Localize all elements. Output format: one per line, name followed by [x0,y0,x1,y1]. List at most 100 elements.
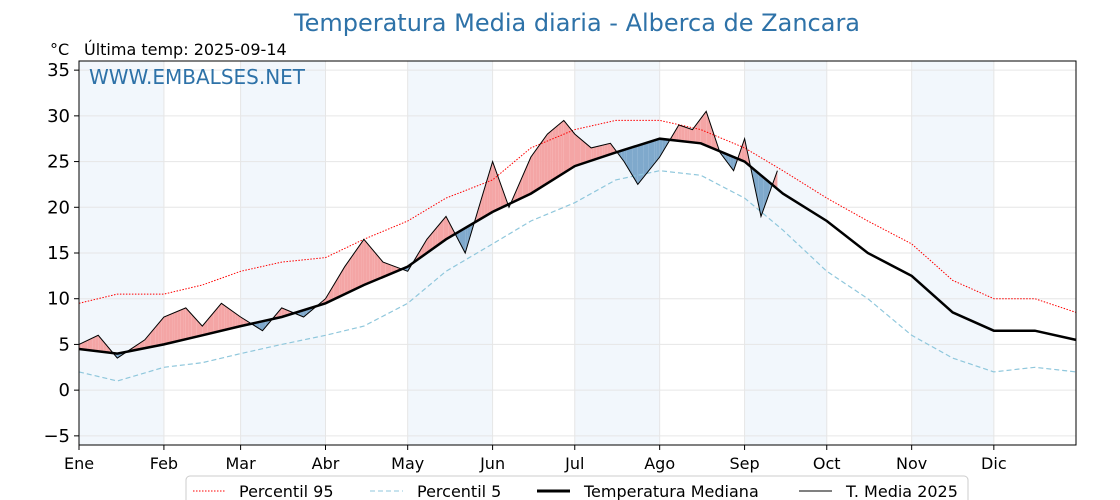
series-line-percentil-5 [78,170,1077,382]
last-temp-label: Última temp: 2025-09-14 [84,40,287,59]
fill-above-median [489,161,493,214]
y-tick-label: −5 [43,426,70,447]
y-tick-label: 35 [47,60,70,81]
y-tick-label: 15 [47,243,70,264]
fill-above-median [163,315,167,345]
series-line-t-media-2025 [78,110,778,359]
fill-above-median [150,330,153,348]
fill-above-median [577,136,581,166]
fill-above-median [224,305,227,331]
fill-above-median [336,275,340,299]
fill-below-median [467,224,471,244]
fill-above-median [235,313,238,328]
fill-above-median [158,320,162,346]
fill-above-median [484,179,488,217]
fill-above-median [681,125,685,142]
fill-above-median [183,307,186,340]
fill-above-median [774,170,778,189]
fill-below-median [629,147,633,176]
y-tick-label: 20 [47,197,70,218]
fill-below-median [656,138,660,161]
fill-above-median [602,144,605,157]
fill-below-median [637,144,641,185]
fill-above-median [544,134,548,185]
x-axis-ticks: Ene Feb Mar Abr May Jun Jul Ago Sep Oct Nov Dic [64,445,1007,473]
y-tick-label: 0 [59,380,70,401]
y-axis-ticks: −5 0 5 10 15 20 25 30 35 [43,60,79,447]
fill-above-median [172,312,175,343]
fill-above-median [87,339,90,351]
fill-above-median [429,232,433,251]
fill-below-median [725,153,729,164]
fill-above-median [180,309,184,341]
legend-label-p95: Percentil 95 [239,482,334,500]
fill-above-median [530,153,534,194]
fill-above-median [478,198,482,220]
fill-above-median [207,316,211,334]
fill-above-median [706,111,709,147]
fill-below-median [643,143,646,178]
fill-above-median [563,120,567,173]
fill-above-median [218,303,222,332]
legend-label-p5: Percentil 5 [417,482,501,500]
fill-above-median [276,311,279,319]
fill-above-median [166,314,170,344]
fill-above-median [566,123,570,172]
fill-above-median [237,315,241,327]
fill-above-median [580,138,583,165]
fill-above-median [744,138,748,164]
fill-above-median [522,169,526,198]
fill-above-median [495,169,499,211]
fill-above-median [226,307,230,330]
fill-above-median [503,192,507,207]
fill-above-median [514,188,518,202]
fill-above-median [561,120,564,175]
legend-label-current: T. Media 2025 [845,482,958,500]
fill-above-median [741,138,745,162]
fill-above-median [703,111,707,146]
fill-above-median [528,157,531,195]
fill-below-median [265,320,268,328]
chart-title: Temperatura Media diaria - Alberca de Za… [293,9,860,37]
fill-above-median [698,118,701,144]
fill-below-median [654,139,657,164]
series-line-percentil-95 [78,119,1077,313]
fill-above-median [550,129,553,182]
x-tick-label: Abr [312,454,340,473]
fill-above-median [421,243,425,257]
x-tick-label: Dic [981,454,1007,473]
fill-above-median [593,146,597,160]
fill-above-median [366,242,370,284]
fill-below-median [462,228,466,253]
fill-below-median [662,139,666,153]
fill-above-median [169,313,173,344]
fill-above-median [328,289,331,302]
x-tick-label: Jul [564,454,584,473]
fill-below-median [259,321,263,331]
fill-above-median [541,138,545,187]
fill-above-median [153,326,156,347]
fill-below-median [632,146,635,180]
fill-above-median [341,266,345,296]
fill-above-median [347,258,351,293]
fill-above-median [533,149,537,192]
fill-above-median [196,320,200,337]
fill-above-median [435,226,438,248]
fill-above-median [161,317,164,345]
fill-below-median [640,143,644,181]
fill-above-median [358,243,362,288]
fill-above-median [385,263,389,276]
fill-above-median [695,122,698,143]
fill-above-median [687,127,690,143]
fill-above-median [221,303,225,331]
unit-label: °C [50,40,69,59]
watermark: WWW.EMBALSES.NET [89,65,306,89]
x-tick-label: Mar [226,454,257,473]
y-tick-label: 25 [47,152,70,173]
legend-label-median: Temperatura Mediana [583,482,759,500]
x-tick-label: Jun [479,454,505,473]
fill-above-median [585,143,589,163]
fill-below-median [755,170,759,204]
fill-above-median [90,337,93,351]
fill-above-median [232,311,236,329]
